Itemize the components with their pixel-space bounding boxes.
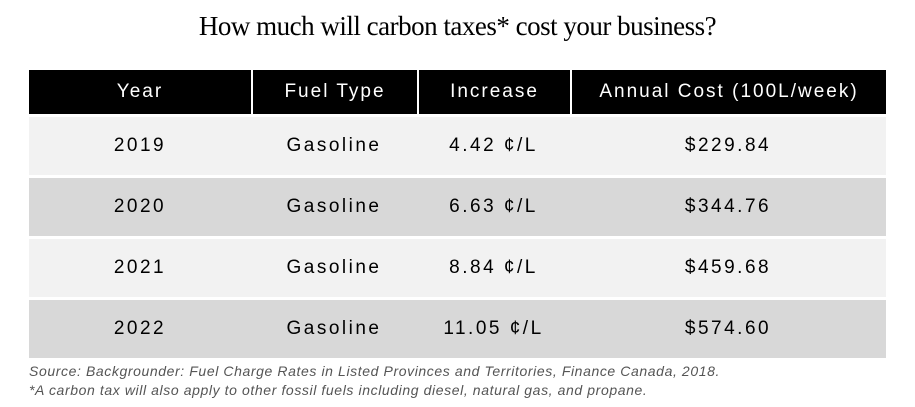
table-row: 2019 Gasoline 4.42 ¢/L $229.84 xyxy=(29,114,886,175)
table-row: 2022 Gasoline 11.05 ¢/L $574.60 xyxy=(29,297,886,358)
carbon-tax-table: Year Fuel Type Increase Annual Cost (100… xyxy=(29,70,886,358)
cell-fuel-type: Gasoline xyxy=(286,135,382,156)
cell-increase: 8.84 ¢/L xyxy=(449,257,538,278)
cell-annual-cost: $229.84 xyxy=(684,135,772,156)
cell-fuel-type: Gasoline xyxy=(286,196,382,217)
cell-year: 2021 xyxy=(113,257,167,278)
source-footnote: Source: Backgrounder: Fuel Charge Rates … xyxy=(29,363,720,379)
header-increase: Increase xyxy=(417,70,570,114)
table-header-row: Year Fuel Type Increase Annual Cost (100… xyxy=(29,70,886,114)
table-row: 2021 Gasoline 8.84 ¢/L $459.68 xyxy=(29,236,886,297)
header-fuel-type: Fuel Type xyxy=(251,70,417,114)
cell-year: 2020 xyxy=(113,196,167,217)
table-row: 2020 Gasoline 6.63 ¢/L $344.76 xyxy=(29,175,886,236)
cell-annual-cost: $344.76 xyxy=(684,196,772,217)
cell-year: 2022 xyxy=(113,318,167,339)
cell-year: 2019 xyxy=(113,135,167,156)
header-annual-cost: Annual Cost (100L/week) xyxy=(570,70,886,114)
cell-fuel-type: Gasoline xyxy=(286,318,382,339)
cell-annual-cost: $459.68 xyxy=(684,257,772,278)
cell-increase: 11.05 ¢/L xyxy=(443,318,544,339)
page-title: How much will carbon taxes* cost your bu… xyxy=(198,11,717,41)
carbon-tax-footnote: *A carbon tax will also apply to other f… xyxy=(29,382,648,398)
cell-increase: 4.42 ¢/L xyxy=(449,135,538,156)
cell-annual-cost: $574.60 xyxy=(684,318,772,339)
cell-increase: 6.63 ¢/L xyxy=(449,196,538,217)
cell-fuel-type: Gasoline xyxy=(286,257,382,278)
header-year: Year xyxy=(116,81,164,102)
